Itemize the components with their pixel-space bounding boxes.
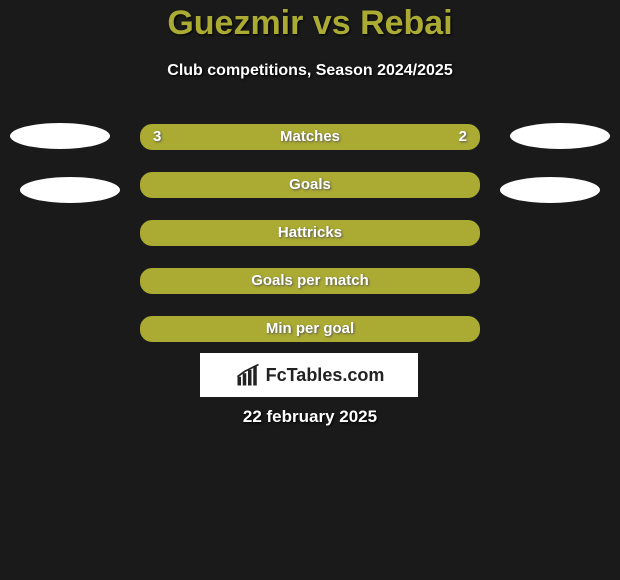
player-right-marker-mid bbox=[500, 177, 600, 203]
player-left-marker-mid bbox=[20, 177, 120, 203]
infographic-container: Guezmir vs Rebai Club competitions, Seas… bbox=[0, 0, 620, 580]
player-left-marker-top bbox=[10, 123, 110, 149]
bar-goals: Goals bbox=[140, 172, 480, 198]
brand-logo: FcTables.com bbox=[234, 361, 385, 389]
date-text: 22 february 2025 bbox=[0, 407, 620, 427]
bar-goals-per-match: Goals per match bbox=[140, 268, 480, 294]
bar-hattricks: Hattricks bbox=[140, 220, 480, 246]
stats-bars: 3 Matches 2 Goals Hattricks Goals per ma… bbox=[140, 124, 480, 364]
brand-box[interactable]: FcTables.com bbox=[200, 353, 418, 397]
bar-min-per-goal: Min per goal bbox=[140, 316, 480, 342]
player-right-marker-top bbox=[510, 123, 610, 149]
chart-icon bbox=[234, 361, 262, 389]
bar-goals-label: Goals bbox=[141, 173, 479, 197]
bar-matches-right: 2 bbox=[459, 125, 467, 149]
page-title: Guezmir vs Rebai bbox=[0, 4, 620, 43]
bar-mpg-label: Min per goal bbox=[141, 317, 479, 341]
page-subtitle: Club competitions, Season 2024/2025 bbox=[0, 62, 620, 80]
bar-matches-label: Matches bbox=[141, 125, 479, 149]
bar-gpm-label: Goals per match bbox=[141, 269, 479, 293]
bar-matches: 3 Matches 2 bbox=[140, 124, 480, 150]
bar-hattricks-label: Hattricks bbox=[141, 221, 479, 245]
brand-text: FcTables.com bbox=[266, 365, 385, 386]
